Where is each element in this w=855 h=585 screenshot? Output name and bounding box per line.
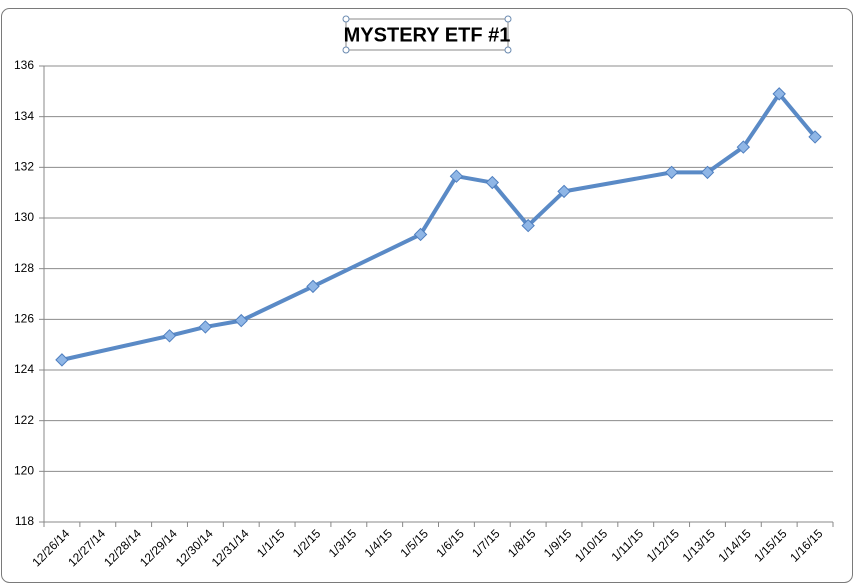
y-tick-label: 136 bbox=[14, 58, 34, 72]
point-marker bbox=[808, 130, 822, 144]
title-handles bbox=[342, 15, 512, 54]
y-tick-label: 128 bbox=[14, 261, 34, 275]
point-marker bbox=[521, 218, 535, 233]
y-tick-label: 118 bbox=[15, 514, 34, 528]
point-marker bbox=[55, 353, 69, 367]
y-tick-label: 130 bbox=[14, 210, 34, 224]
point-marker bbox=[162, 329, 177, 343]
y-tick-label: 124 bbox=[14, 362, 34, 376]
point-marker bbox=[772, 87, 786, 101]
point-marker bbox=[736, 140, 751, 154]
chart-title: MYSTERY ETF #1 bbox=[344, 24, 511, 46]
point-marker bbox=[700, 165, 715, 180]
y-tick-label: 134 bbox=[14, 109, 34, 123]
point-marker bbox=[234, 313, 248, 328]
point-marker bbox=[664, 165, 679, 180]
y-tick-label: 122 bbox=[14, 413, 34, 427]
y-tick-label: 132 bbox=[14, 160, 34, 174]
y-tick-label: 120 bbox=[14, 464, 34, 478]
point-marker bbox=[485, 175, 500, 190]
y-tick-label: 126 bbox=[14, 312, 34, 326]
point-marker bbox=[306, 279, 320, 294]
point-marker bbox=[198, 320, 213, 334]
chart-frame bbox=[1, 8, 853, 583]
point-marker bbox=[557, 184, 571, 199]
point-marker bbox=[413, 227, 428, 242]
point-marker bbox=[449, 169, 464, 183]
title-box[interactable] bbox=[345, 18, 509, 51]
